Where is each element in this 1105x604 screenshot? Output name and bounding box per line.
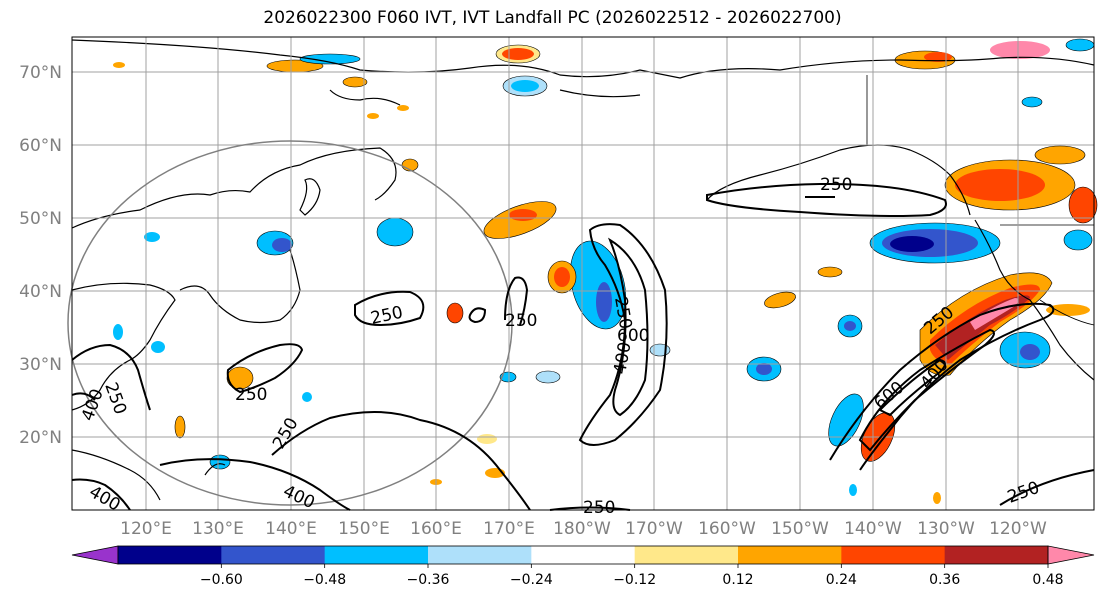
lon-label: 170°W [625, 519, 683, 539]
colorbar-tick-label: −0.48 [303, 572, 346, 588]
lon-label: 160°W [698, 519, 756, 539]
lon-label: 140°W [844, 519, 902, 539]
colorbar-segment [221, 546, 326, 564]
contour-label: 250 [583, 498, 615, 518]
colorbar-frame [117, 545, 1049, 565]
lon-label: 150°W [771, 519, 829, 539]
colorbar-extend-high [1047, 545, 1095, 565]
contour-label: 250 [820, 175, 852, 195]
colorbar-tick-label: −0.36 [407, 572, 450, 588]
colorbar-segment [118, 546, 222, 564]
colorbar-segment [324, 546, 429, 564]
contour-label: 250 [235, 385, 267, 405]
colorbar: −0.60 −0.48 −0.36 −0.24 −0.12 0.12 0.24 0.36 0.4… [71, 545, 1095, 588]
colorbar-segment [428, 546, 532, 564]
lat-label: 30°N [19, 355, 62, 375]
range-circle [67, 140, 513, 506]
colorbar-segment [634, 546, 739, 564]
lat-label: 60°N [19, 136, 62, 156]
contour-label: 250 [505, 311, 537, 331]
colorbar-segment [841, 546, 946, 564]
ivt-contours [71, 182, 1095, 511]
lon-label: 160°E [410, 519, 462, 539]
map-frame [71, 36, 1095, 511]
longitude-axis: 120°E 130°E 140°E 150°E 160°E 170°E 180°… [120, 519, 1047, 539]
colorbar-segment [944, 546, 1049, 564]
lat-label: 40°N [19, 282, 62, 302]
lat-label: 20°N [19, 428, 62, 448]
colorbar-tick-label: 0.12 [722, 572, 753, 588]
coastlines [71, 39, 1095, 501]
lon-label: 120°E [120, 519, 172, 539]
colorbar-segment [738, 546, 842, 564]
lon-label: 130°E [192, 519, 244, 539]
lon-label: 170°E [483, 519, 535, 539]
map-title: 2026022300 F060 IVT, IVT Landfall PC (20… [263, 8, 842, 28]
colorbar-tick-label: −0.60 [200, 572, 243, 588]
lat-label: 70°N [19, 63, 62, 83]
colorbar-tick-label: −0.24 [510, 572, 553, 588]
colorbar-tick-label: 0.48 [1032, 572, 1063, 588]
colorbar-tick-label: −0.12 [613, 572, 656, 588]
lat-label: 50°N [19, 209, 62, 229]
colorbar-tick-label: 0.36 [929, 572, 960, 588]
lon-label: 150°E [338, 519, 390, 539]
colorbar-tick-label: 0.24 [826, 572, 857, 588]
contour-label: 600 [617, 326, 649, 346]
lon-label: 140°E [265, 519, 317, 539]
lon-label: 120°W [989, 519, 1047, 539]
colorbar-segment [531, 546, 636, 564]
lon-label: 130°W [917, 519, 975, 539]
colorbar-extend-low [71, 545, 119, 565]
lon-label: 180°W [553, 519, 611, 539]
latitude-axis: 70°N 60°N 50°N 40°N 30°N 20°N [19, 63, 62, 448]
